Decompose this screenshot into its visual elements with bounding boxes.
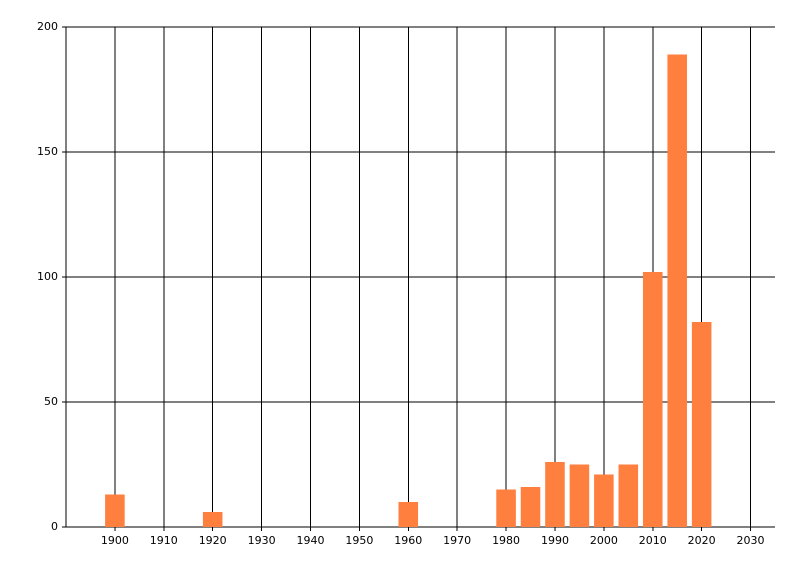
x-tick-label: 2020: [688, 534, 716, 547]
x-tick-label: 1950: [345, 534, 373, 547]
y-tick-label: 100: [37, 270, 58, 283]
bar: [496, 489, 516, 527]
x-tick-label: 1940: [296, 534, 324, 547]
bar: [202, 512, 223, 527]
y-tick-label: 0: [51, 520, 58, 533]
x-tick-label: 1970: [443, 534, 471, 547]
bar: [545, 462, 565, 527]
x-tick-label: 1900: [101, 534, 129, 547]
x-tick-label: 2030: [737, 534, 765, 547]
y-tick-label: 50: [44, 395, 58, 408]
x-tick-label: 1980: [492, 534, 520, 547]
bar: [105, 494, 125, 527]
y-tick-label: 200: [37, 20, 58, 33]
x-tick-label: 1960: [394, 534, 422, 547]
x-tick-label: 1910: [150, 534, 178, 547]
x-tick-label: 1990: [541, 534, 569, 547]
x-tick-label: 1930: [248, 534, 276, 547]
bar: [691, 322, 712, 527]
y-tick-label: 150: [37, 145, 58, 158]
bar: [594, 474, 614, 527]
bar: [618, 464, 639, 527]
bar: [667, 54, 687, 527]
x-tick-label: 1920: [199, 534, 227, 547]
x-tick-label: 2010: [639, 534, 667, 547]
bar: [520, 487, 541, 527]
bar: [569, 464, 590, 527]
bar: [398, 502, 419, 527]
x-tick-label: 2000: [590, 534, 618, 547]
bar: [642, 272, 663, 527]
